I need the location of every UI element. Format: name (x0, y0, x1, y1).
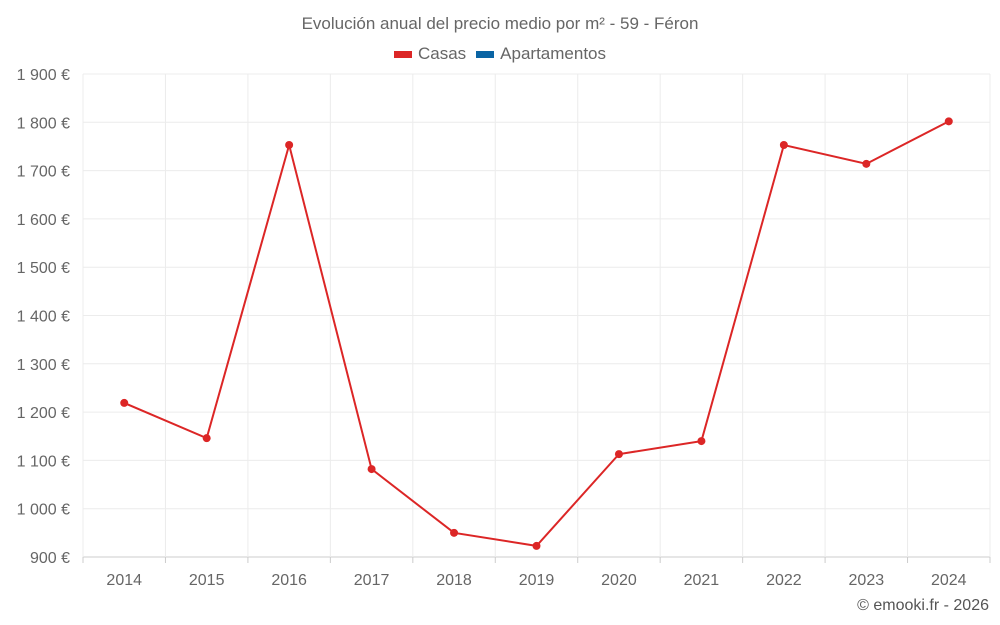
data-point (532, 541, 541, 550)
data-point (285, 141, 294, 150)
y-tick-label: 1 600 € (17, 212, 70, 229)
legend-item-apartamentos[interactable]: Apartamentos (476, 44, 606, 64)
legend-label-apartamentos: Apartamentos (500, 44, 607, 63)
y-tick-label: 1 400 € (17, 309, 70, 326)
x-tick-label: 2023 (849, 572, 885, 589)
x-tick-label: 2018 (436, 572, 472, 589)
y-tick-label: 1 700 € (17, 164, 70, 181)
legend-item-casas[interactable]: Casas (393, 44, 467, 64)
x-tick-label: 2022 (766, 572, 802, 589)
chart-title: Evolución anual del precio medio por m² … (301, 14, 699, 33)
x-tick-label: 2014 (106, 572, 142, 589)
data-point (450, 528, 459, 537)
y-tick-label: 1 100 € (17, 453, 70, 470)
y-tick-label: 1 900 € (17, 67, 70, 84)
x-tick-label: 2024 (931, 572, 967, 589)
x-tick-label: 2019 (519, 572, 555, 589)
copyright-credit: © emooki.fr - 2026 (857, 597, 989, 614)
data-point (697, 437, 706, 446)
legend-swatch-casas (393, 50, 412, 58)
data-point (367, 465, 376, 474)
legend-swatch-apartamentos (476, 50, 495, 58)
data-point (862, 159, 871, 168)
y-tick-label: 1 800 € (17, 115, 70, 132)
data-point (944, 117, 953, 126)
chart-legend: Casas Apartamentos (0, 44, 1000, 64)
x-tick-label: 2017 (354, 572, 390, 589)
x-tick-label: 2015 (189, 572, 225, 589)
y-tick-label: 1 300 € (17, 357, 70, 374)
data-point (779, 141, 788, 150)
x-tick-label: 2016 (271, 572, 307, 589)
y-tick-label: 900 € (30, 550, 70, 567)
y-tick-label: 1 200 € (17, 405, 70, 422)
y-tick-label: 1 500 € (17, 260, 70, 277)
y-tick-label: 1 000 € (17, 502, 70, 519)
data-point (120, 398, 129, 407)
x-tick-label: 2021 (684, 572, 720, 589)
x-tick-label: 2020 (601, 572, 637, 589)
legend-label-casas: Casas (417, 44, 467, 63)
data-point (614, 450, 623, 459)
data-point (202, 434, 211, 443)
